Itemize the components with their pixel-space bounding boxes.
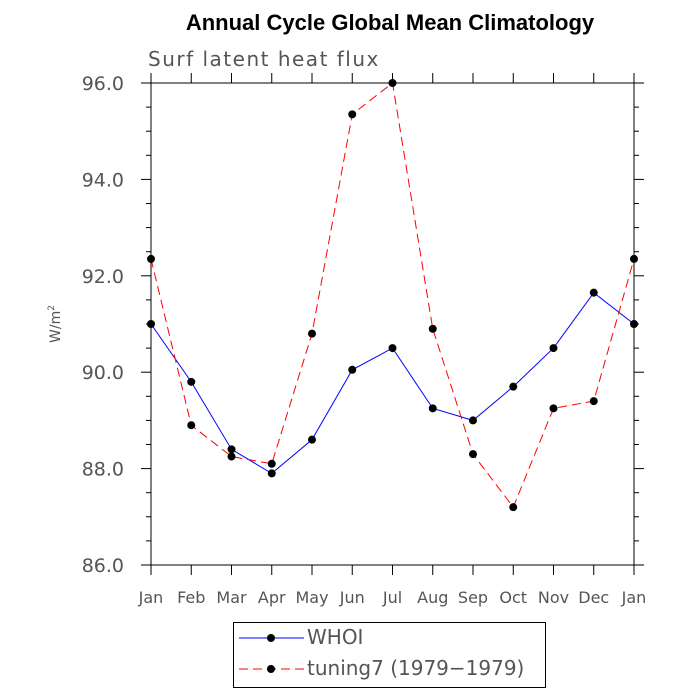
x-tick-label: Dec [578, 588, 609, 607]
data-point-s0-10 [549, 344, 558, 353]
legend-swatch-tuning7 [239, 665, 304, 673]
data-point-s0-12 [630, 320, 638, 328]
data-point-s1-11 [589, 397, 598, 406]
y-axis-label: W/m2 [47, 305, 64, 343]
data-point-s0-1 [187, 377, 196, 386]
data-point-s1-10 [549, 404, 558, 413]
y-tick-label: 96.0 [82, 73, 124, 95]
y-tick-label: 88.0 [82, 459, 124, 481]
data-point-s0-7 [428, 404, 437, 413]
data-point-s0-11 [589, 288, 598, 297]
data-point-s1-4 [308, 329, 316, 338]
x-tick-label: May [295, 588, 328, 607]
data-point-s0-2 [227, 445, 236, 454]
data-point-s1-2 [227, 452, 236, 461]
y-tick-label: 92.0 [82, 266, 124, 288]
x-tick-label: Mar [216, 588, 247, 607]
legend-label-tuning7: tuning7 (1979−1979) [307, 656, 525, 680]
y-axis-label-text: W/m [48, 311, 64, 343]
series-line-0 [150, 291, 635, 475]
x-tick-label: Jul [382, 588, 402, 607]
data-point-s0-5 [348, 365, 357, 374]
x-tick-label: Sep [458, 588, 488, 607]
y-tick-label: 90.0 [82, 362, 124, 384]
chart-title: Annual Cycle Global Mean Climatology [185, 10, 595, 35]
chart-subtitle: Surf latent heat flux [148, 47, 380, 71]
data-point-s1-1 [187, 421, 196, 430]
x-tick-label: Oct [499, 588, 527, 607]
data-point-s1-3 [267, 459, 276, 468]
legend-item-tuning7: tuning7 (1979−1979) [234, 654, 545, 684]
data-point-s1-12 [630, 254, 638, 263]
data-point-s0-4 [308, 435, 316, 444]
data-point-s1-0 [147, 254, 155, 263]
x-tick-label: Jan [621, 588, 647, 607]
series-line-1 [150, 82, 635, 509]
plot-frame [150, 82, 635, 566]
x-tick-label: Aug [417, 588, 448, 607]
data-point-s0-3 [267, 469, 276, 478]
data-point-s0-8 [469, 416, 477, 425]
data-point-s0-6 [388, 344, 397, 353]
chart-legend: WHOI tuning7 (1979−1979) [233, 622, 546, 688]
data-point-s1-9 [509, 503, 518, 512]
y-tick-label: 86.0 [82, 555, 124, 577]
data-point-s1-7 [428, 324, 437, 333]
x-tick-label: Nov [538, 588, 569, 607]
x-tick-label: Jun [339, 588, 365, 607]
data-point-s0-9 [509, 382, 518, 391]
x-tick-label: Feb [177, 588, 205, 607]
data-point-s1-8 [469, 450, 477, 459]
legend-label-whoi: WHOI [307, 625, 364, 649]
y-axis-label-superscript: 2 [47, 305, 57, 311]
data-point-s1-6 [388, 79, 397, 87]
x-tick-label: Jan [138, 588, 164, 607]
x-tick-label: Apr [258, 588, 286, 607]
legend-swatch-whoi [239, 634, 304, 642]
y-tick-label: 94.0 [82, 169, 124, 191]
data-point-s1-5 [348, 110, 357, 119]
legend-item-whoi: WHOI [234, 623, 545, 653]
data-point-s0-0 [147, 320, 155, 328]
